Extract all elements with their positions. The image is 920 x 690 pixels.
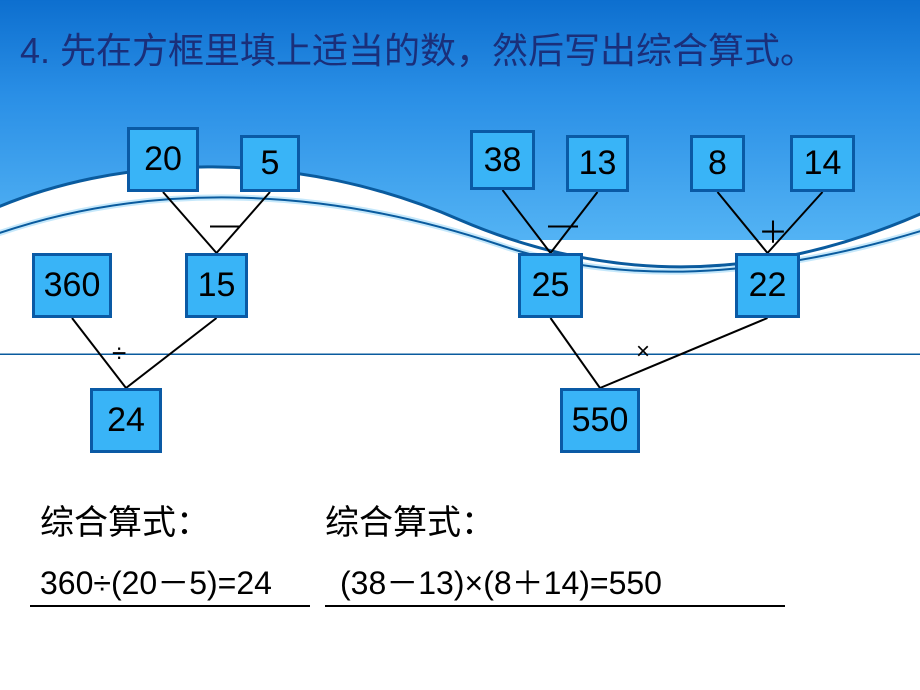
number-box-b5: 5 — [240, 135, 300, 192]
number-box-b15: 15 — [185, 253, 248, 318]
question-title: 4. 先在方框里填上适当的数，然后写出综合算式。 — [20, 22, 816, 74]
number-box-b8: 8 — [690, 135, 745, 192]
number-box-b360: 360 — [32, 253, 112, 318]
operator-3: ＋ — [758, 208, 788, 252]
operator-2: — — [548, 208, 578, 242]
underline-1 — [325, 605, 785, 607]
number-box-b20: 20 — [127, 127, 199, 192]
operator-1: ÷ — [112, 338, 126, 369]
number-box-b22: 22 — [735, 253, 800, 318]
answer-label-1: 综合算式： — [325, 495, 495, 544]
number-box-b38: 38 — [470, 130, 535, 190]
number-box-b13: 13 — [566, 135, 629, 192]
answer-label-0: 综合算式： — [40, 495, 210, 544]
formula-1: (38－13)×(8＋14)=550 — [340, 558, 662, 604]
formula-0: 360÷(20－5)=24 — [40, 558, 272, 604]
stage: 4. 先在方框里填上适当的数，然后写出综合算式。 20 5 360 15 24 38 13 8… — [0, 0, 920, 690]
number-box-b25: 25 — [518, 253, 583, 318]
underline-0 — [30, 605, 310, 607]
number-box-b14: 14 — [790, 135, 855, 192]
number-box-b24: 24 — [90, 388, 162, 453]
operator-0: — — [210, 208, 240, 242]
operator-4: × — [636, 338, 650, 366]
number-box-b550: 550 — [560, 388, 640, 453]
